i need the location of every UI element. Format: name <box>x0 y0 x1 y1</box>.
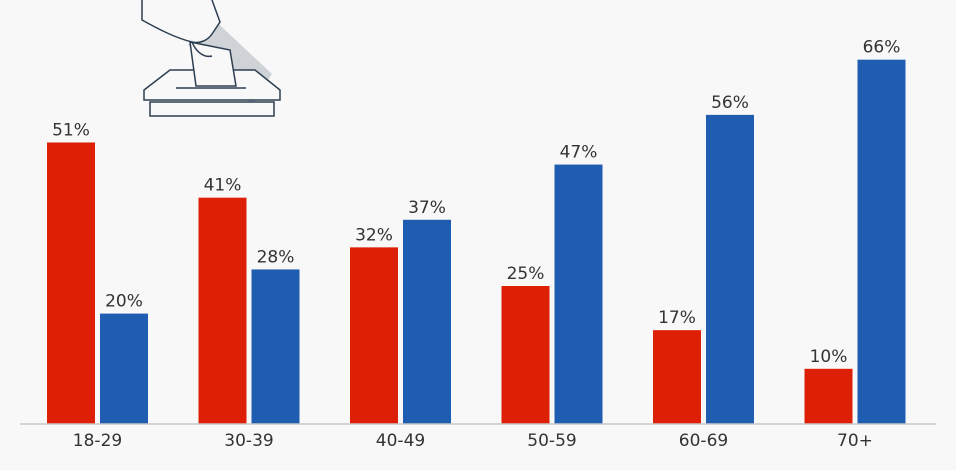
value-label: 47% <box>560 143 598 163</box>
bar-70+-series-1 <box>804 368 853 424</box>
x-tick-label: 50-59 <box>527 431 576 451</box>
bar-50-59-series-2 <box>554 164 603 424</box>
value-label: 41% <box>204 176 242 196</box>
value-label: 66% <box>863 38 901 58</box>
value-label: 37% <box>408 198 446 218</box>
bar-30-39-series-1 <box>198 197 247 424</box>
bar-60-69-series-2 <box>706 114 754 424</box>
bar-30-39-series-2 <box>251 269 300 424</box>
x-tick-label: 60-69 <box>679 431 728 451</box>
value-label: 56% <box>711 93 749 113</box>
value-label: 20% <box>105 292 143 312</box>
bar-40-49-series-2 <box>403 219 451 424</box>
x-tick-label: 70+ <box>837 431 873 451</box>
bar-50-59-series-1 <box>501 286 550 424</box>
value-label: 28% <box>257 247 295 267</box>
x-tick-label: 30-39 <box>224 431 273 451</box>
value-label: 10% <box>810 347 848 367</box>
bar-60-69-series-1 <box>653 330 701 424</box>
x-tick-label: 18-29 <box>73 431 122 451</box>
value-label: 32% <box>355 225 393 245</box>
bar-18-29-series-2 <box>100 313 148 424</box>
value-label: 17% <box>658 308 696 328</box>
value-label: 25% <box>507 264 545 284</box>
bar-40-49-series-1 <box>350 247 398 424</box>
bar-18-29-series-1 <box>47 142 95 425</box>
x-tick-label: 40-49 <box>376 431 425 451</box>
bar-70+-series-2 <box>857 59 906 425</box>
value-label: 51% <box>52 120 90 140</box>
ballot-box-icon <box>141 0 281 117</box>
